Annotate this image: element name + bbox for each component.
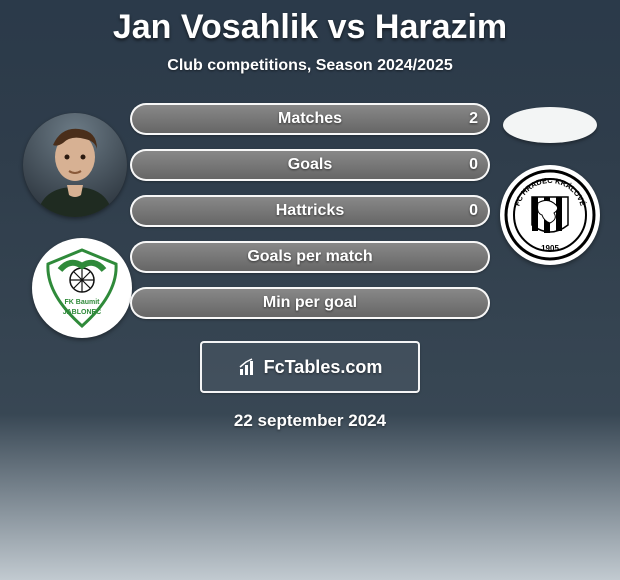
comparison-card: Jan Vosahlik vs Harazim Club competition…: [0, 8, 620, 431]
page-title: Jan Vosahlik vs Harazim: [0, 8, 620, 47]
stat-row: Hattricks0: [130, 195, 490, 227]
stat-bar-right: [130, 241, 490, 273]
stat-value-right: 2: [469, 103, 478, 135]
stat-value-right: 0: [469, 149, 478, 181]
stat-value-right: 0: [469, 195, 478, 227]
left-club-badge: FK Baumit JABLONEC: [32, 238, 132, 338]
svg-text:JABLONEC: JABLONEC: [63, 309, 102, 316]
right-player-placeholder: [503, 107, 597, 143]
left-player-photo: [23, 113, 127, 217]
left-column: FK Baumit JABLONEC: [20, 103, 130, 319]
subtitle: Club competitions, Season 2024/2025: [0, 57, 620, 75]
stat-bar-right: [130, 287, 490, 319]
svg-text:1905: 1905: [541, 244, 559, 253]
stats-column: Matches2 Goals0 Hattricks0 Goals per match M…: [130, 103, 490, 319]
stat-bar-right: [130, 103, 490, 135]
stat-row: Min per goal: [130, 287, 490, 319]
date-text: 22 september 2024: [0, 411, 620, 431]
stat-row: Goals per match: [130, 241, 490, 273]
player-avatar-icon: [23, 113, 127, 217]
right-column: FC HRADEC KRÁLOVÉ 1905: [490, 103, 600, 319]
jablonec-badge-icon: FK Baumit JABLONEC: [40, 246, 124, 330]
stat-bar-right: [130, 149, 490, 181]
stat-row: Matches2: [130, 103, 490, 135]
stat-row: Goals0: [130, 149, 490, 181]
svg-text:FK Baumit: FK Baumit: [65, 299, 101, 306]
chart-icon: [238, 357, 258, 377]
hradec-badge-icon: FC HRADEC KRÁLOVÉ 1905: [504, 169, 596, 261]
content-area: FK Baumit JABLONEC Matches2 Goals0 Hattric…: [0, 103, 620, 319]
brand-box[interactable]: FcTables.com: [200, 341, 420, 393]
stat-bar-right: [130, 195, 490, 227]
brand-text: FcTables.com: [264, 357, 383, 378]
right-club-badge: FC HRADEC KRÁLOVÉ 1905: [500, 165, 600, 265]
